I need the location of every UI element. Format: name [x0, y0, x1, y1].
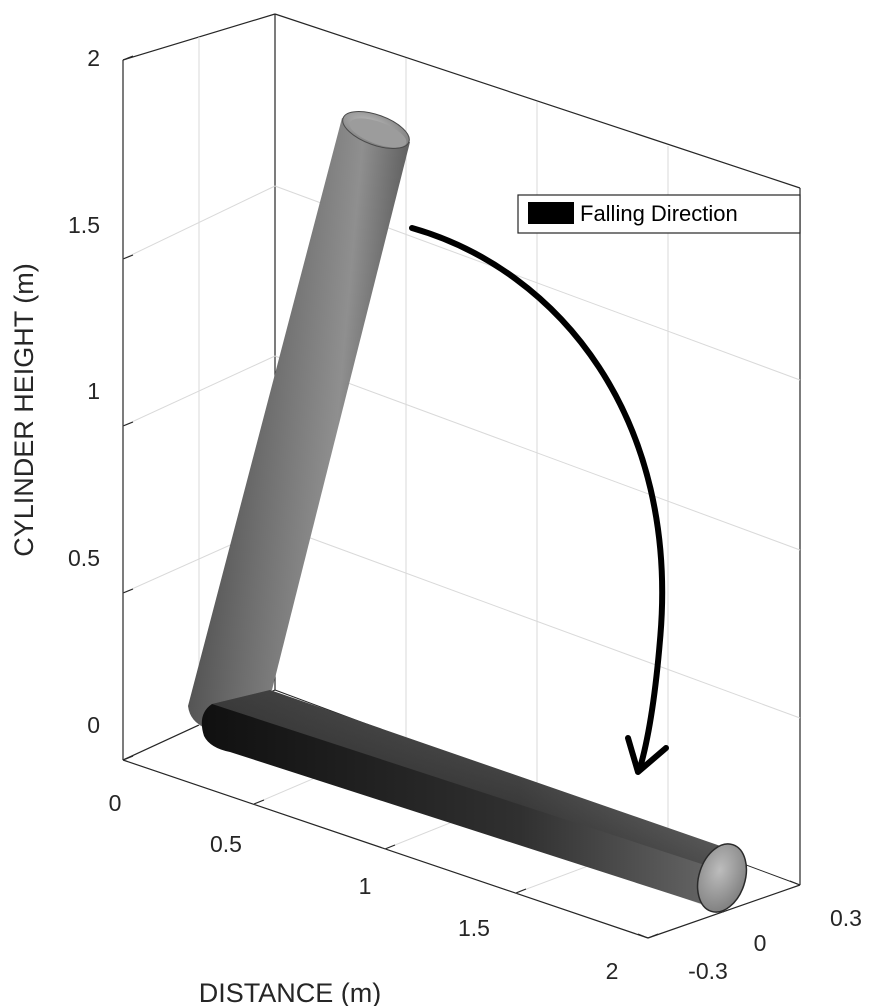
x-tick-label: 0	[109, 790, 122, 816]
x-tick	[122, 755, 134, 761]
z-tick-label: 0	[87, 712, 100, 738]
x-tick-label: 0.5	[210, 831, 242, 857]
fallen-cylinder-highlight	[212, 690, 732, 870]
tick-marks	[122, 55, 801, 939]
z-tick-label: 0.5	[68, 545, 100, 571]
y-tick	[637, 933, 649, 939]
legend-swatch	[528, 202, 574, 224]
y-tick-labels: -0.3 0 0.3	[688, 905, 862, 984]
z-tick	[122, 421, 134, 427]
z-tick	[122, 254, 134, 260]
y-tick-label: 0	[754, 930, 767, 956]
y-tick-label: 0.3	[830, 905, 862, 931]
z-tick-label: 1.5	[68, 212, 100, 238]
x-tick	[384, 844, 396, 850]
falling-direction-arrow	[409, 225, 666, 771]
y-tick-label: -0.3	[688, 958, 728, 984]
x-axis-label: DISTANCE (m)	[199, 978, 382, 1006]
x-tick-label: 1.5	[458, 915, 490, 941]
x-tick	[253, 799, 265, 805]
x-tick-label: 1	[359, 873, 372, 899]
z-tick	[122, 55, 134, 61]
standing-cylinder-top-inner	[349, 118, 407, 148]
fallen-cylinder	[201, 690, 748, 913]
legend-label: Falling Direction	[580, 201, 738, 226]
z-tick	[122, 588, 134, 594]
x-tick-labels: 0 0.5 1 1.5 2	[109, 790, 619, 984]
standing-cylinder	[188, 111, 410, 728]
x-tick	[515, 888, 527, 894]
x-tick-label: 2	[606, 958, 619, 984]
legend: Falling Direction	[517, 194, 801, 234]
x-tick	[647, 933, 659, 939]
z-tick-label: 2	[87, 45, 100, 71]
y-tick	[789, 880, 801, 886]
falling-direction-arrowhead	[625, 735, 669, 775]
z-tick-label: 1	[87, 378, 100, 404]
fallen-cylinder-end-cap	[696, 843, 748, 913]
z-tick-labels: 0 0.5 1 1.5 2	[68, 45, 100, 738]
box-edge	[274, 13, 801, 189]
standing-cylinder-body	[188, 118, 410, 728]
z-axis-label: CYLINDER HEIGHT (m)	[9, 263, 39, 557]
